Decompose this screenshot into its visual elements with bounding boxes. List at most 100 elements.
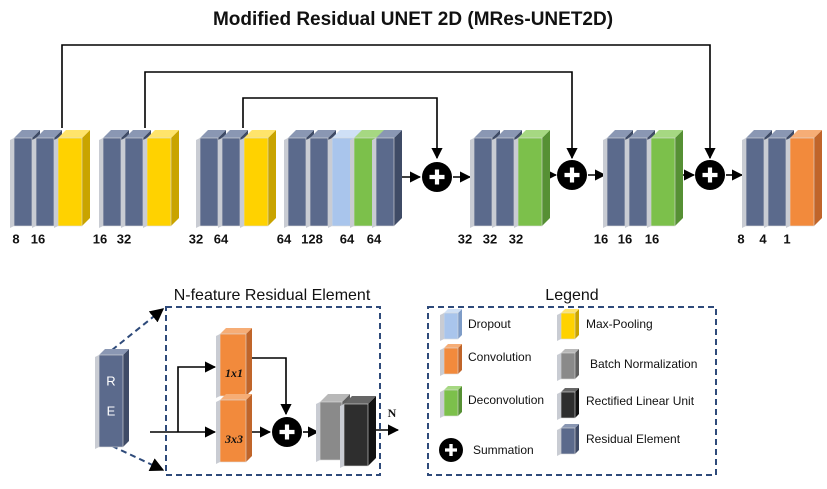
slab-top [561,388,579,392]
channel-count: 32 [483,231,497,246]
slab-front [767,137,787,227]
slab-top [474,130,500,138]
block-letter: R [106,373,115,388]
slab-edge [10,138,14,228]
slab-edge [95,355,99,449]
slab-front [650,137,676,227]
legend-box [427,306,717,476]
legend-label: Residual Element [586,432,681,446]
legend-label: Rectified Linear Unit [586,394,695,408]
legend-label: Deconvolution [468,393,544,407]
slab-front [560,352,576,380]
slab-top [125,130,151,138]
legend-title: Legend [545,287,598,304]
slab-top [220,328,252,334]
channel-count: 8 [737,231,744,246]
slab-top [518,130,550,138]
slab-front [789,137,815,227]
legend-label: Batch Normalization [590,357,697,371]
arrow [111,445,165,471]
plus-sign [564,167,580,183]
slab-top [103,130,129,138]
slab-front [628,137,648,227]
legend-label: Summation [473,443,534,457]
slab-edge [350,138,354,228]
slab-front [560,427,576,455]
slab-front [243,137,269,227]
slab-top [607,130,633,138]
channel-count: 64 [367,231,382,246]
slab-side [394,130,402,226]
slab-edge [216,334,220,398]
slab-edge [440,313,444,341]
slab-top [222,130,248,138]
slab-front [560,312,576,340]
slab-side [542,130,550,226]
slab-side [458,386,462,416]
slab-edge [742,138,746,228]
slab-front [287,137,307,227]
channel-count: 32 [458,231,472,246]
slab-top [561,349,579,353]
slab-front [124,137,144,227]
slab-edge [306,138,310,228]
slab-edge [328,138,332,228]
slab-top [444,309,462,313]
slab-top [288,130,314,138]
slab-edge [32,138,36,228]
slab-top [36,130,62,138]
plus-sign [279,424,295,440]
channel-count: 1 [783,231,790,246]
slab-edge [284,138,288,228]
slab-edge [470,138,474,228]
slab-top [14,130,40,138]
residual-element: RE 1x1 3x3 [95,328,376,468]
slab-edge [196,138,200,228]
plus-sign [429,169,445,185]
slab-top [790,130,822,138]
slab-side [814,130,822,226]
slab-front [221,137,241,227]
slab-top [376,130,402,138]
slab-front [745,137,765,227]
slab-edge [54,138,58,228]
slab-front [57,137,83,227]
slab-top [200,130,226,138]
slab-edge [557,428,561,456]
slab-top [444,386,462,390]
slab-side [575,424,579,454]
slab-side [458,344,462,374]
arrow [177,361,217,432]
skip-connection [242,97,443,160]
slab-top [99,349,129,355]
network: 8 16 16 32 32 64 64 128 64 64 32 32 32 16 16 16 8 4 1 [10,130,822,246]
slab-edge [514,138,518,228]
channel-count: 64 [214,231,229,246]
slab-side [123,349,129,447]
slab-edge [440,390,444,418]
slab-side [458,309,462,339]
slab-top [444,344,462,348]
conv-label: 1x1 [225,366,243,380]
channel-count: 8 [12,231,19,246]
legend-label: Convolution [468,350,531,364]
channel-count: 16 [618,231,632,246]
slab-front [375,137,395,227]
slab-top [58,130,90,138]
slab-edge [492,138,496,228]
slab-front [443,312,459,340]
slab-top [496,130,522,138]
slab-edge [647,138,651,228]
channel-count: 64 [277,231,292,246]
slab-front [495,137,515,227]
skip-connection [61,44,716,160]
slab-edge [316,402,320,462]
slab-side [575,388,579,418]
slab-front [98,354,124,448]
conv-label: 3x3 [224,432,243,446]
slab-front [146,137,172,227]
slab-edge [372,138,376,228]
channel-count: 4 [759,231,767,246]
slab-top [768,130,794,138]
